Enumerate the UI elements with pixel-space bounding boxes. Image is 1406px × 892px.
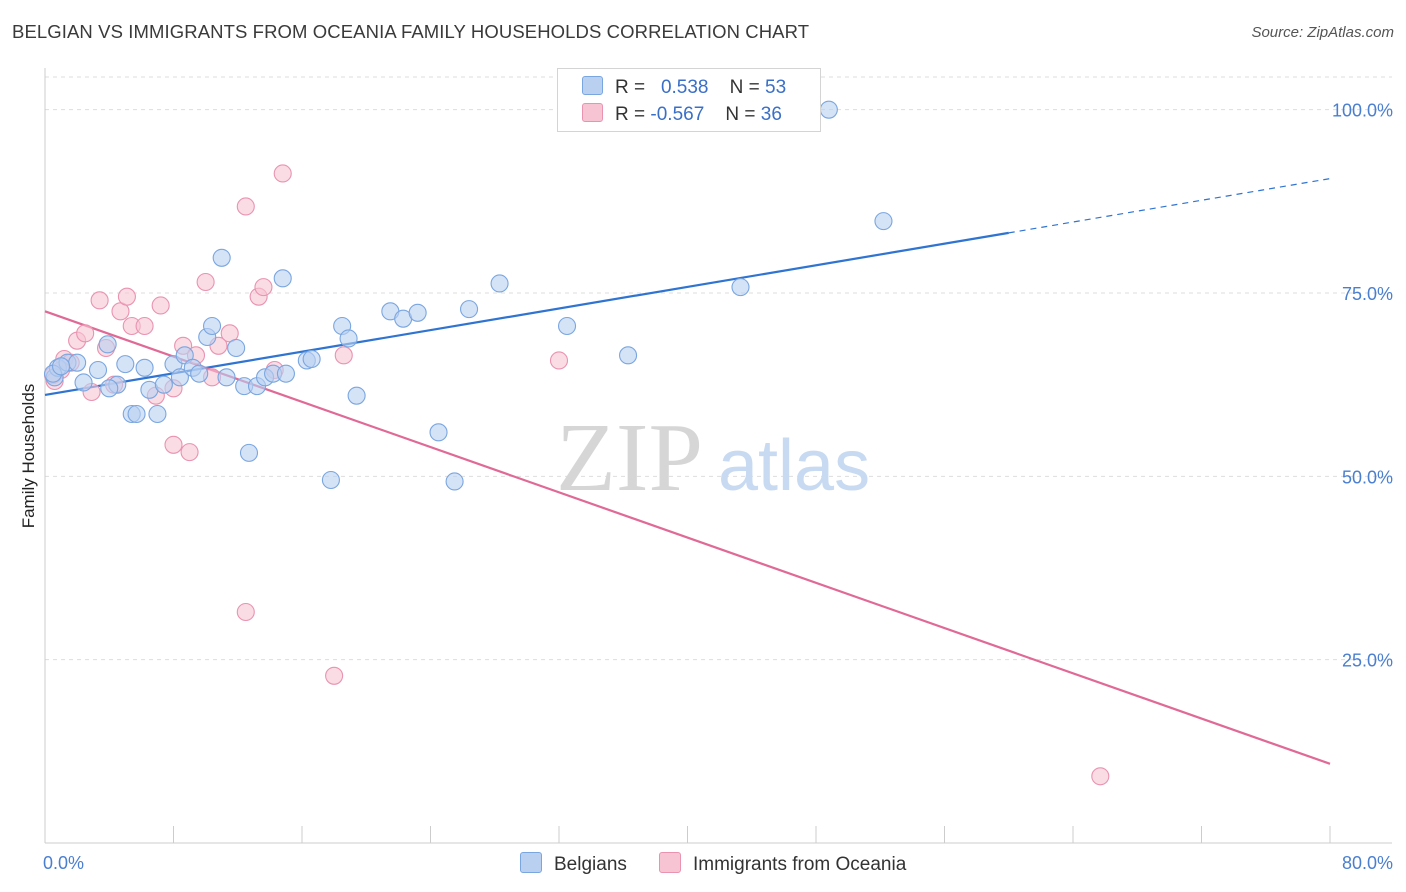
belgians-point — [302, 349, 321, 369]
oceania-point — [151, 296, 170, 315]
oceania-point — [90, 291, 109, 310]
grid-lines — [45, 76, 1392, 661]
belgians-point — [148, 404, 167, 424]
belgians-point — [74, 373, 93, 392]
belgians-point — [321, 470, 340, 490]
belgians-swatch — [582, 76, 603, 95]
oceania-point — [117, 287, 136, 306]
chart-title: BELGIAN VS IMMIGRANTS FROM OCEANIA FAMIL… — [12, 21, 810, 42]
x-tick-label: 0.0% — [43, 853, 84, 873]
oceania-swatch — [582, 103, 603, 122]
y-axis-label: Family Households — [19, 384, 38, 529]
legend-r-value: 0.538 — [660, 77, 709, 98]
oceania-point — [196, 272, 215, 292]
watermark-zip: ZIP — [556, 404, 703, 512]
oceania-point — [254, 278, 273, 297]
bottom-legend-belgians: Belgians — [520, 852, 627, 876]
oceania-point — [164, 435, 183, 454]
oceania-point — [549, 351, 569, 370]
legend-r-value: -0.567 — [650, 104, 705, 125]
oceania-point — [273, 164, 292, 183]
legend-n-value: 53 — [765, 77, 787, 98]
x-tick-label: 80.0% — [1342, 853, 1393, 873]
y-tick-label: 25.0% — [1342, 651, 1393, 671]
bottom-legend-oceania: Immigrants from Oceania — [659, 852, 906, 876]
oceania-point — [76, 324, 95, 343]
legend-n-label: N = — [725, 104, 756, 125]
axes — [44, 68, 1392, 844]
bottom-legend-label: Belgians — [554, 854, 627, 875]
y-tick-label: 100.0% — [1332, 101, 1393, 121]
belgians-swatch — [520, 852, 542, 873]
belgians-point — [88, 360, 108, 380]
legend-row-belgians: R = 0.538 N = 53 — [582, 76, 786, 100]
belgians-point — [429, 423, 448, 442]
belgians-point — [347, 386, 366, 405]
belgians-point — [408, 303, 427, 322]
belgians-point — [445, 472, 464, 491]
oceania-point — [1091, 767, 1110, 786]
belgians-point — [490, 274, 509, 293]
belgians-point — [52, 357, 71, 376]
belgians-point — [217, 368, 236, 387]
oceania-trend-line — [44, 310, 1331, 765]
oceania-point — [236, 197, 255, 216]
belgians-point — [557, 316, 577, 336]
legend-r-label: R = — [615, 77, 646, 98]
y-tick-label: 50.0% — [1342, 467, 1393, 487]
legend-row-oceania: R = -0.567 N = 36 — [582, 103, 782, 127]
belgians-point — [154, 375, 173, 394]
belgians-point — [273, 269, 292, 288]
legend: R = 0.538 N = 53 R = -0.567 N = 36 — [557, 68, 821, 132]
belgians-point — [212, 248, 231, 267]
belgians-point — [190, 364, 209, 383]
y-tick-label: 75.0% — [1342, 284, 1393, 304]
oceania-point — [180, 443, 199, 462]
belgians-point — [127, 404, 146, 424]
oceania-point — [334, 346, 353, 365]
tick-labels: 25.0% 50.0% 75.0% 100.0% 0.0% 80.0% — [43, 101, 1393, 873]
belgians-point — [819, 100, 838, 119]
belgians-point — [339, 329, 358, 348]
belgians-point — [68, 353, 87, 372]
belgians-trend-extension — [1008, 178, 1331, 234]
legend-n-value: 36 — [760, 104, 782, 125]
watermark-atlas: atlas — [718, 426, 870, 506]
oceania-point — [325, 666, 344, 685]
belgians-point — [98, 335, 117, 354]
belgians-point — [874, 212, 893, 231]
legend-n-label: N = — [729, 77, 760, 98]
bottom-legend-label: Immigrants from Oceania — [693, 854, 907, 875]
belgians-point — [239, 443, 259, 462]
oceania-point — [135, 316, 154, 336]
belgians-point — [100, 379, 119, 398]
legend-r-label: R = — [615, 104, 646, 125]
belgians-point — [731, 278, 750, 297]
belgians-point — [170, 368, 189, 387]
data-points — [43, 100, 1110, 786]
belgians-point — [619, 346, 638, 365]
belgians-point — [276, 364, 295, 383]
belgians-point — [135, 358, 154, 377]
belgians-point — [203, 316, 222, 336]
oceania-point — [236, 602, 255, 622]
source-label: Source: ZipAtlas.com — [1251, 24, 1394, 41]
belgians-point — [227, 338, 246, 358]
belgians-point — [116, 355, 135, 374]
oceania-swatch — [659, 852, 681, 873]
belgians-point — [459, 300, 479, 319]
